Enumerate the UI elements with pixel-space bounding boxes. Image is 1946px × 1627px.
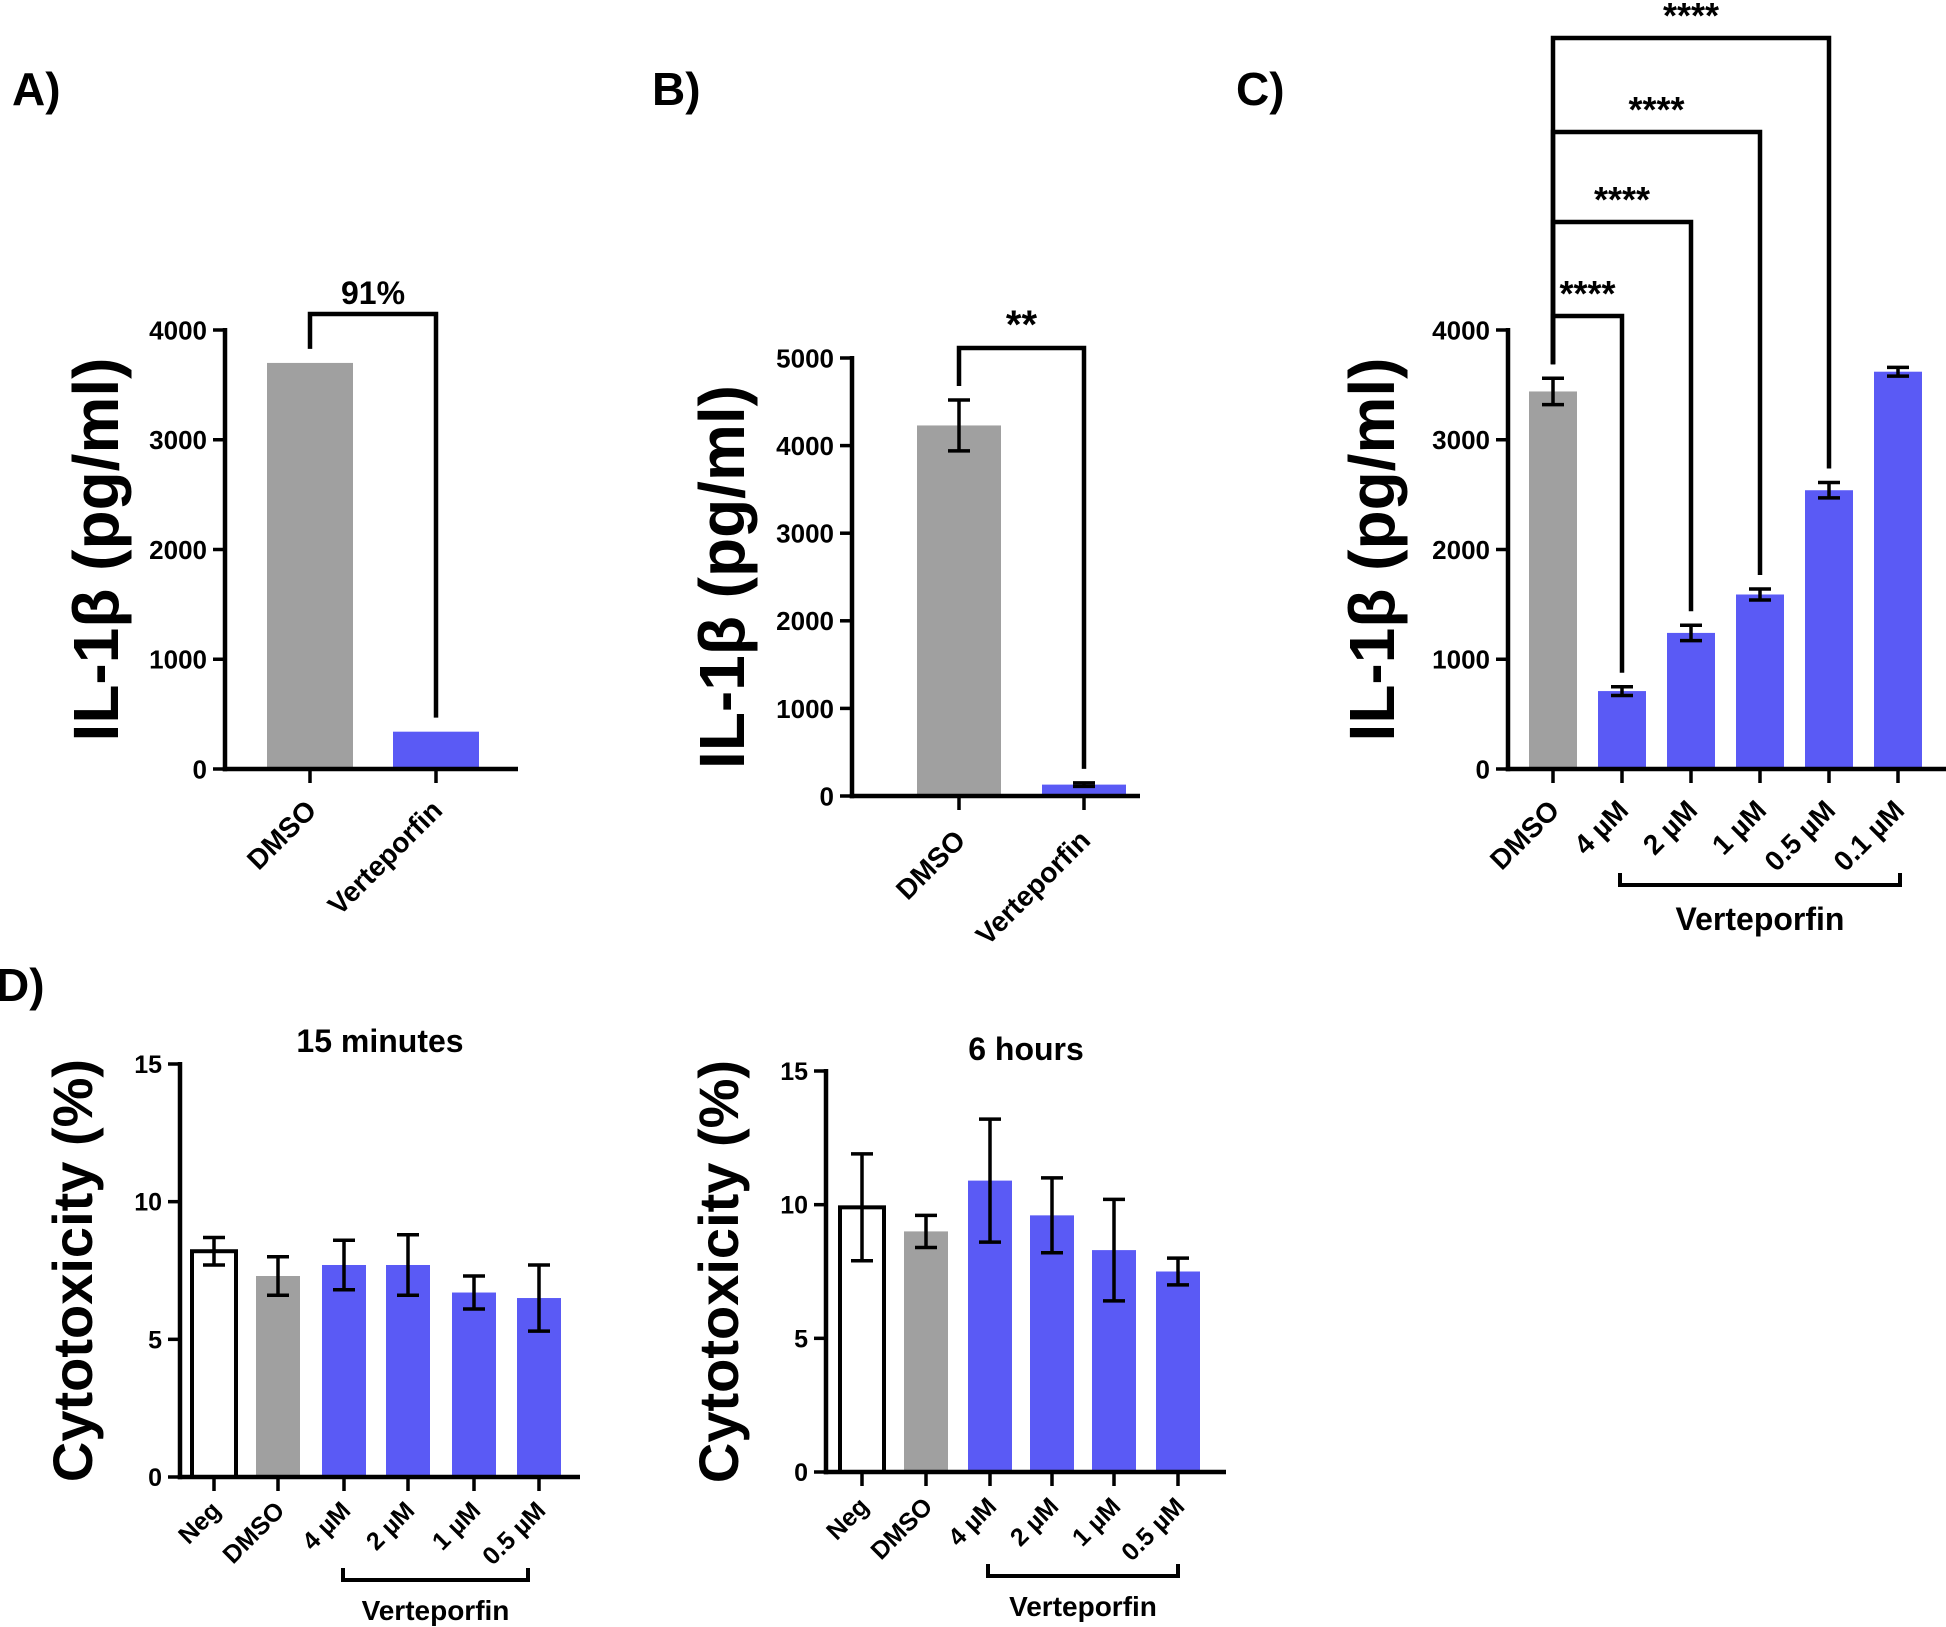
bar-d2-5 bbox=[1156, 1271, 1200, 1472]
chart-title-d1: 15 minutes bbox=[296, 1023, 463, 1059]
bar-c-0 bbox=[1529, 391, 1577, 769]
x-tick-label-b-0: DMSO bbox=[890, 824, 971, 905]
y-tick-label-c-3: 3000 bbox=[1432, 425, 1490, 455]
panel-label-c: C) bbox=[1236, 63, 1285, 115]
y-tick-label-b-0: 0 bbox=[820, 781, 834, 811]
y-tick-label-d2-0: 0 bbox=[794, 1459, 808, 1487]
x-tick-label-c-4: 0.5 µM bbox=[1758, 794, 1841, 877]
y-tick-label-a-3: 3000 bbox=[149, 425, 207, 455]
y-tick-label-c-2: 2000 bbox=[1432, 535, 1490, 565]
x-tick-label-c-0: DMSO bbox=[1484, 794, 1565, 875]
x-tick-label-d2-2: 4 µM bbox=[943, 1492, 1002, 1551]
chart-title-d2: 6 hours bbox=[968, 1031, 1084, 1067]
panel-label-b: B) bbox=[652, 63, 701, 115]
bar-b-1 bbox=[1042, 784, 1126, 796]
x-tick-label-b-1: Verteporfin bbox=[970, 824, 1096, 950]
y-tick-label-d1-2: 10 bbox=[134, 1189, 162, 1217]
x-tick-label-d1-0: Neg bbox=[173, 1496, 226, 1549]
bar-d1-0 bbox=[190, 1249, 238, 1480]
group-label-d2: Verteporfin bbox=[1009, 1591, 1157, 1622]
group-label-d1: Verteporfin bbox=[362, 1595, 510, 1626]
y-axis-label-a: IL-1β (pg/ml) bbox=[60, 358, 132, 742]
significance-bracket-c-3 bbox=[1550, 35, 1832, 469]
significance-label-c-1: **** bbox=[1594, 179, 1650, 220]
y-tick-label-c-4: 4000 bbox=[1432, 315, 1490, 345]
y-axis-label-d2: Cytotoxicity (%) bbox=[687, 1060, 750, 1483]
bar-d1-2 bbox=[322, 1264, 366, 1477]
bar-c-1 bbox=[1598, 691, 1646, 769]
bar-d1-4 bbox=[452, 1292, 496, 1477]
significance-label-c-3: **** bbox=[1663, 0, 1719, 36]
y-axis-label-d1: Cytotoxicity (%) bbox=[41, 1059, 104, 1482]
y-tick-label-d2-3: 15 bbox=[780, 1058, 808, 1086]
x-tick-label-d2-1: DMSO bbox=[865, 1492, 938, 1565]
y-tick-label-c-0: 0 bbox=[1476, 754, 1490, 784]
x-tick-label-d2-5: 0.5 µM bbox=[1116, 1492, 1190, 1566]
x-tick-label-c-2: 2 µM bbox=[1637, 794, 1703, 860]
significance-bracket-b-0 bbox=[956, 345, 1087, 769]
significance-bracket-c-2 bbox=[1550, 129, 1763, 576]
x-tick-label-d1-2: 4 µM bbox=[297, 1496, 356, 1555]
y-tick-label-b-3: 3000 bbox=[776, 519, 834, 549]
group-label-c: Verteporfin bbox=[1676, 901, 1845, 937]
y-tick-label-d1-3: 15 bbox=[134, 1051, 162, 1079]
bar-d1-1 bbox=[256, 1276, 300, 1477]
y-tick-label-c-1: 1000 bbox=[1432, 645, 1490, 675]
x-tick-label-d2-0: Neg bbox=[821, 1492, 874, 1545]
panel-label-a: A) bbox=[12, 63, 61, 115]
bar-d2-3 bbox=[1030, 1215, 1074, 1472]
bar-c-5 bbox=[1874, 371, 1922, 769]
bar-d1-3 bbox=[386, 1264, 430, 1477]
bar-c-4 bbox=[1805, 490, 1853, 769]
bar-c-2 bbox=[1667, 632, 1715, 769]
x-tick-label-d2-3: 2 µM bbox=[1005, 1492, 1064, 1551]
x-tick-label-d1-1: DMSO bbox=[217, 1496, 290, 1569]
y-tick-label-a-4: 4000 bbox=[149, 315, 207, 345]
y-tick-label-b-1: 1000 bbox=[776, 694, 834, 724]
x-tick-label-a-1: Verteporfin bbox=[322, 794, 448, 920]
significance-label-c-2: **** bbox=[1628, 89, 1684, 130]
bar-a-1 bbox=[393, 731, 479, 769]
y-axis-label-b: IL-1β (pg/ml) bbox=[686, 385, 758, 769]
significance-label-b-0: ** bbox=[1006, 303, 1038, 347]
significance-label-c-0: **** bbox=[1559, 273, 1615, 314]
x-tick-label-c-5: 0.1 µM bbox=[1827, 794, 1910, 877]
y-tick-label-a-1: 1000 bbox=[149, 645, 207, 675]
x-tick-label-d2-4: 1 µM bbox=[1067, 1492, 1126, 1551]
bar-b-0 bbox=[917, 425, 1001, 796]
x-tick-label-d1-5: 0.5 µM bbox=[477, 1496, 551, 1570]
x-tick-label-d1-3: 2 µM bbox=[361, 1496, 420, 1555]
y-tick-label-d1-1: 5 bbox=[148, 1326, 162, 1354]
y-tick-label-b-4: 4000 bbox=[776, 431, 834, 461]
y-tick-label-d2-2: 10 bbox=[780, 1192, 808, 1220]
bar-a-0 bbox=[267, 362, 353, 769]
y-tick-label-b-2: 2000 bbox=[776, 606, 834, 636]
bar-c-3 bbox=[1736, 594, 1784, 769]
y-tick-label-d2-1: 5 bbox=[794, 1325, 808, 1353]
y-tick-label-a-0: 0 bbox=[193, 754, 207, 784]
x-tick-label-d1-4: 1 µM bbox=[427, 1496, 486, 1555]
bar-d2-1 bbox=[904, 1231, 948, 1472]
y-tick-label-a-2: 2000 bbox=[149, 535, 207, 565]
y-tick-label-b-5: 5000 bbox=[776, 343, 834, 373]
significance-label-a-0: 91% bbox=[341, 275, 405, 311]
panel-label-d: D) bbox=[0, 959, 45, 1011]
y-tick-label-d1-0: 0 bbox=[148, 1464, 162, 1492]
y-axis-label-c: IL-1β (pg/ml) bbox=[1336, 358, 1408, 742]
x-tick-label-c-1: 4 µM bbox=[1568, 794, 1634, 860]
significance-bracket-a-0 bbox=[307, 311, 439, 718]
x-tick-label-a-0: DMSO bbox=[241, 794, 322, 875]
